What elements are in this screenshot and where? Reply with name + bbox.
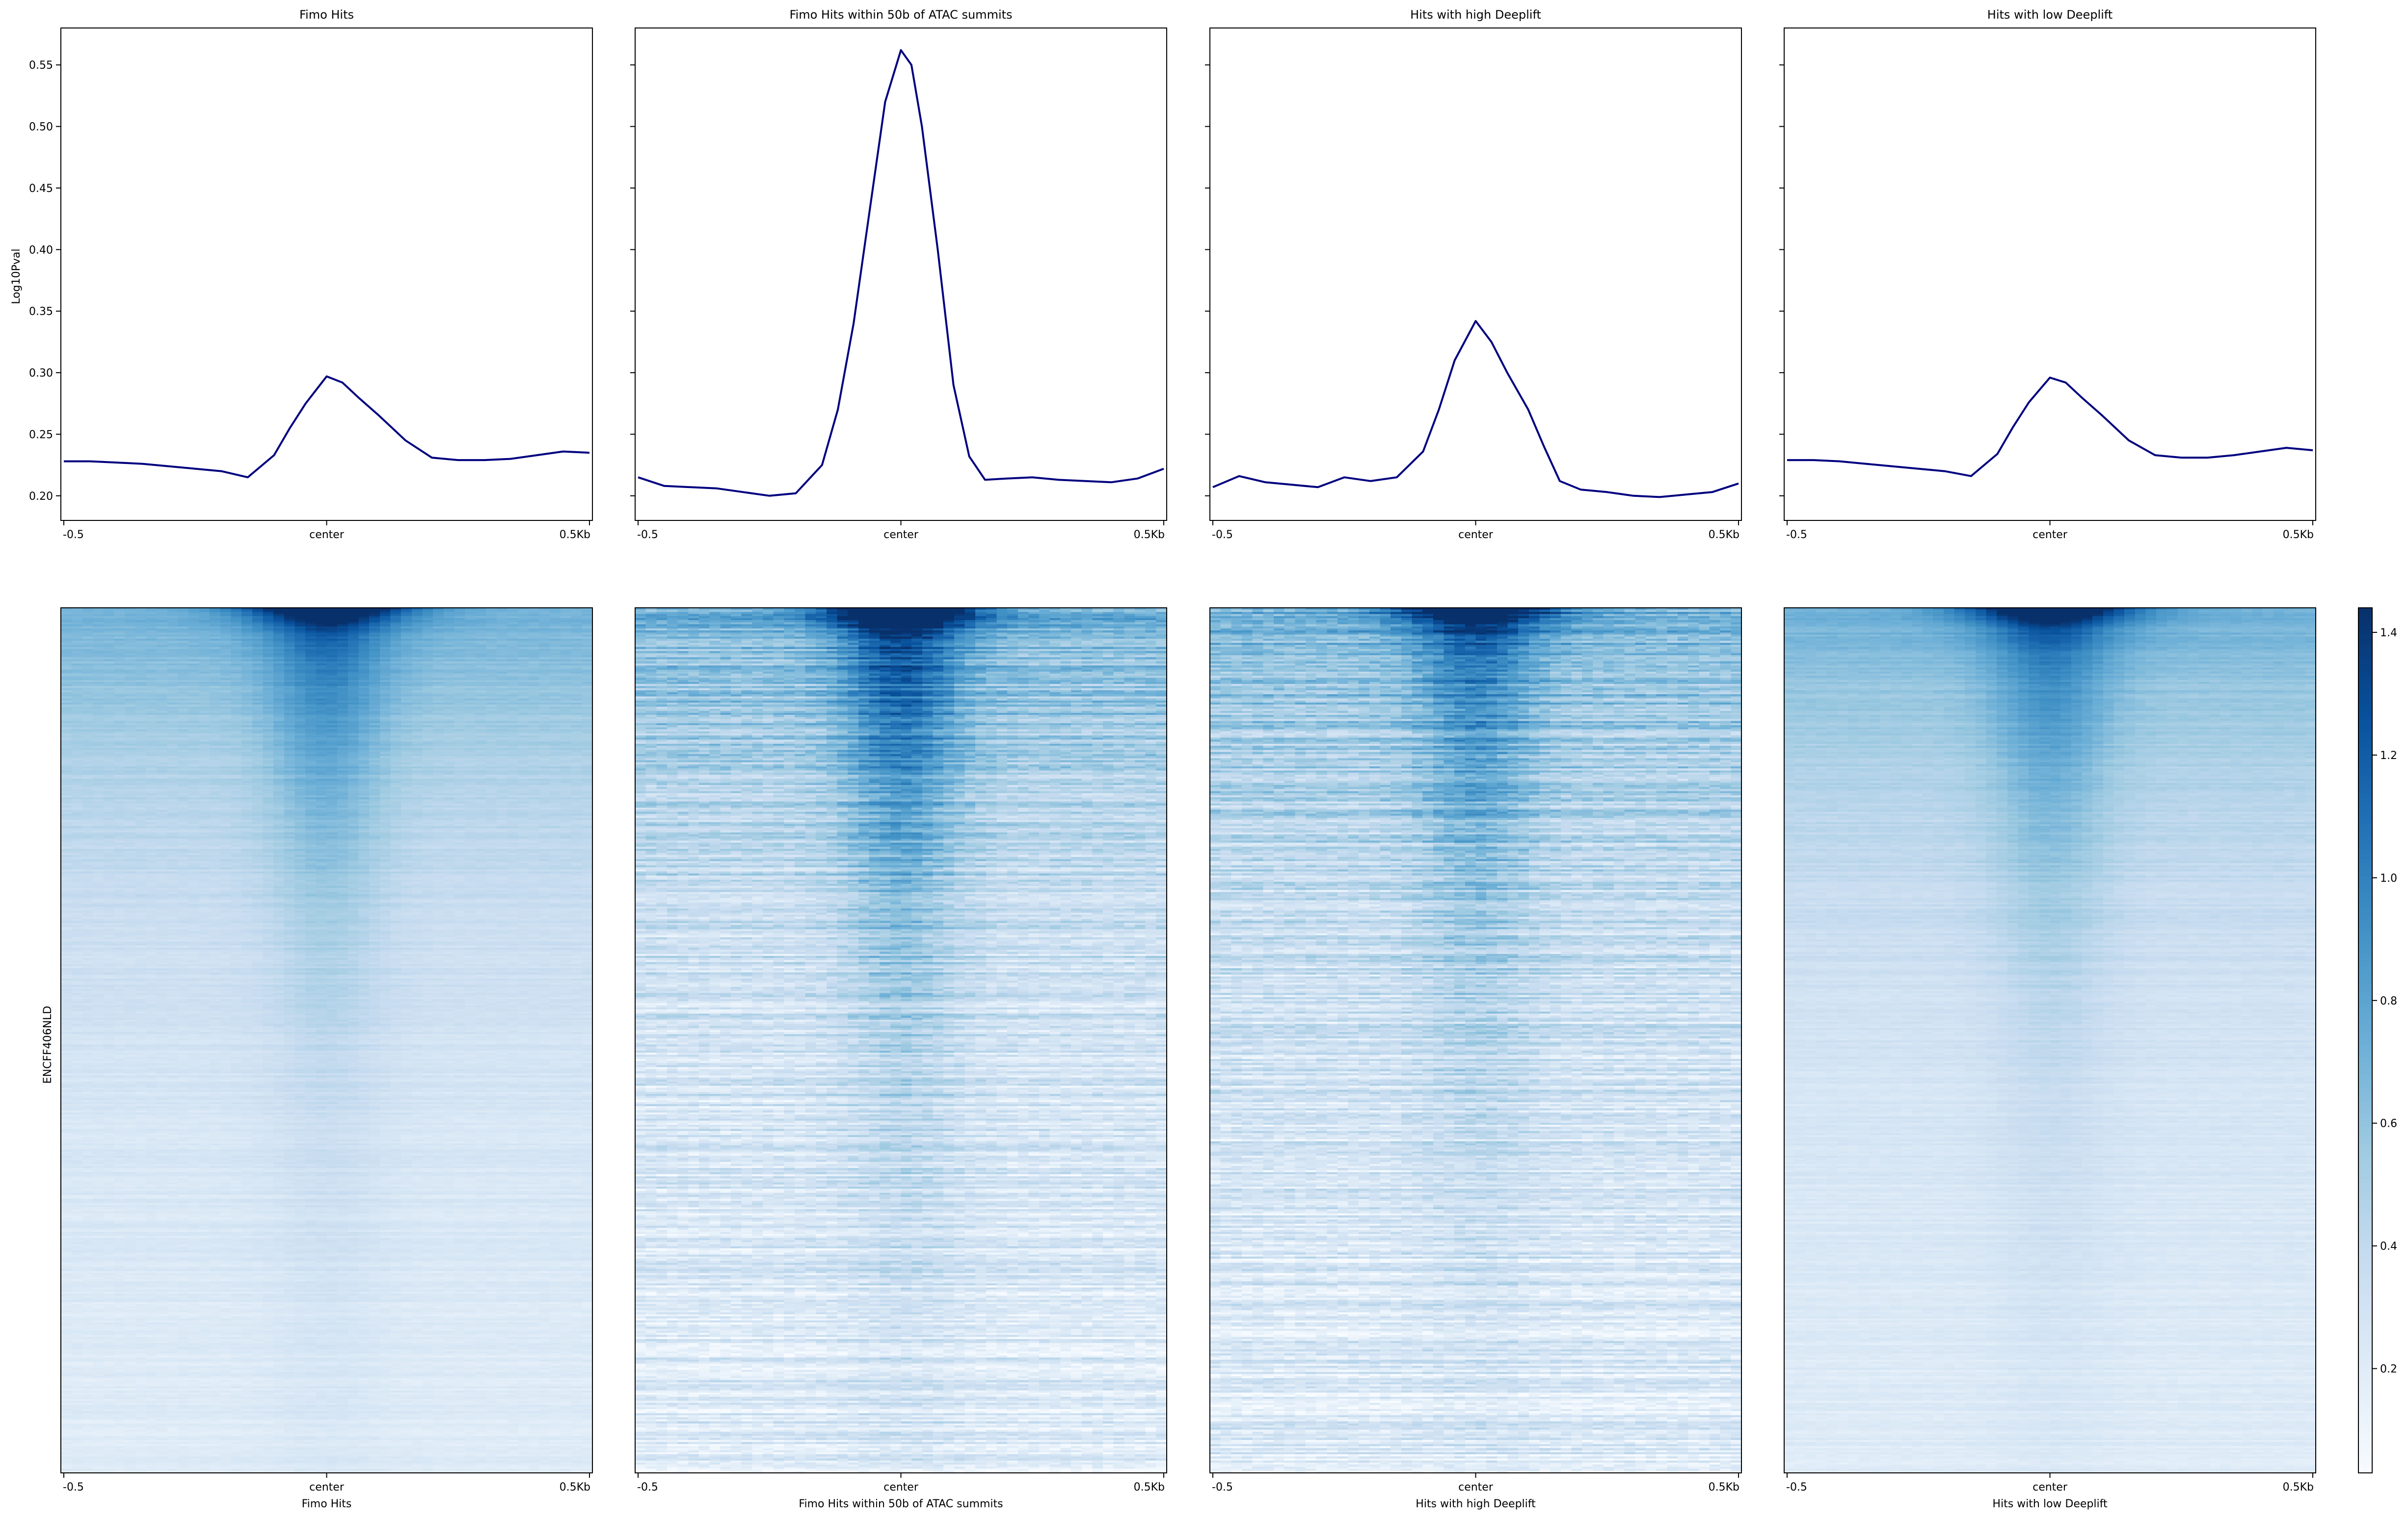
heatmap-panel-2: -0.5 center 0.5Kb Fimo Hits within 50b of A… bbox=[635, 608, 1167, 1510]
x-tick-label: 0.5Kb bbox=[1709, 1481, 1739, 1494]
heatmap-cells bbox=[1784, 608, 2316, 1473]
colorbar-tick-label: 0.8 bbox=[2380, 995, 2397, 1007]
colorbar-tick-label: 1.0 bbox=[2380, 872, 2397, 885]
x-tick-label: 0.5Kb bbox=[560, 529, 590, 541]
profile-line bbox=[1787, 378, 2313, 476]
y-tick-label: 0.35 bbox=[29, 306, 53, 318]
y-tick-label: 0.20 bbox=[29, 490, 53, 503]
heatmap-cells bbox=[1210, 608, 1742, 1473]
x-tick-label: center bbox=[883, 529, 919, 541]
colorbar-tick-label: 0.2 bbox=[2380, 1363, 2397, 1376]
y-tick-label: 0.30 bbox=[29, 367, 53, 380]
colorbar-tick-label: 1.2 bbox=[2380, 750, 2397, 762]
x-tick-label: -0.5 bbox=[1212, 1481, 1233, 1494]
heatmap-panels: -0.5 center 0.5Kb Fimo Hits -0.5 center 0.5Kb F… bbox=[61, 608, 2316, 1510]
colorbar-tick-label: 1.4 bbox=[2380, 627, 2397, 639]
x-tick-label: 0.5Kb bbox=[1134, 529, 1165, 541]
x-tick-label: center bbox=[309, 1481, 345, 1494]
heatmap-x-axis-label: Hits with low Deeplift bbox=[1992, 1498, 2108, 1510]
heatmap-cells bbox=[635, 608, 1167, 1473]
x-tick-label: center bbox=[2033, 529, 2068, 541]
profile-panel-2: Fimo Hits within 50b of ATAC summits -0.5… bbox=[630, 8, 1167, 541]
profile-frame bbox=[1784, 28, 2316, 520]
x-tick-label: center bbox=[309, 529, 345, 541]
x-tick-label: 0.5Kb bbox=[2283, 529, 2314, 541]
x-tick-label: 0.5Kb bbox=[2283, 1481, 2314, 1494]
x-tick-label: -0.5 bbox=[637, 1481, 658, 1494]
colorbar: 0.2 0.4 0.6 0.8 1.0 1.2 1.4 bbox=[2358, 608, 2397, 1473]
profile-title: Hits with low Deeplift bbox=[1987, 8, 2113, 22]
profile-y-axis-label: Log10Pval bbox=[10, 248, 23, 304]
x-tick-label: 0.5Kb bbox=[1709, 529, 1739, 541]
x-tick-label: 0.5Kb bbox=[560, 1481, 590, 1494]
colorbar-gradient bbox=[2358, 608, 2372, 1473]
x-tick-label: -0.5 bbox=[63, 1481, 84, 1494]
heatmap-y-axis-label: ENCFF406NLD bbox=[42, 1006, 54, 1084]
heatmap-panel-3: -0.5 center 0.5Kb Hits with high Deeplift bbox=[1210, 608, 1742, 1510]
profile-line bbox=[64, 377, 589, 478]
y-tick-label: 0.40 bbox=[29, 244, 53, 256]
x-tick-label: -0.5 bbox=[1212, 529, 1233, 541]
y-tick-label: 0.55 bbox=[29, 59, 53, 72]
profile-frame bbox=[61, 28, 592, 520]
x-tick-label: center bbox=[2033, 1481, 2068, 1494]
profile-panel-4: Hits with low Deeplift -0.5 center 0.5Kb bbox=[1779, 8, 2316, 541]
x-tick-label: center bbox=[1458, 529, 1494, 541]
profile-title: Hits with high Deeplift bbox=[1410, 8, 1541, 22]
colorbar-tick-label: 0.4 bbox=[2380, 1241, 2397, 1253]
y-tick-label: 0.25 bbox=[29, 429, 53, 441]
profile-title: Fimo Hits within 50b of ATAC summits bbox=[789, 8, 1012, 22]
profile-line bbox=[638, 50, 1164, 496]
heatmap-x-axis-label: Hits with high Deeplift bbox=[1416, 1498, 1536, 1510]
x-tick-label: -0.5 bbox=[63, 529, 84, 541]
colorbar-tick-label: 0.6 bbox=[2380, 1118, 2397, 1130]
heatmap-panel-4: -0.5 center 0.5Kb Hits with low Deeplift bbox=[1784, 608, 2316, 1510]
profile-line bbox=[1213, 321, 1739, 497]
heatmap-x-axis-label: Fimo Hits bbox=[302, 1498, 352, 1510]
x-tick-label: -0.5 bbox=[1786, 529, 1807, 541]
heatmap-x-axis-label: Fimo Hits within 50b of ATAC summits bbox=[799, 1498, 1003, 1510]
x-tick-label: -0.5 bbox=[637, 529, 658, 541]
x-tick-label: center bbox=[883, 1481, 919, 1494]
y-tick-label: 0.45 bbox=[29, 183, 53, 195]
profile-frame bbox=[635, 28, 1167, 520]
y-tick-label: 0.50 bbox=[29, 121, 53, 134]
profile-panels: Fimo Hits 0.20 0.25 0.30 0.35 0.40 0.45 0.50 0.5… bbox=[29, 8, 2316, 541]
profile-panel-3: Hits with high Deeplift -0.5 center 0.5Kb bbox=[1205, 8, 1741, 541]
profile-frame bbox=[1210, 28, 1741, 520]
profile-panel-1: Fimo Hits 0.20 0.25 0.30 0.35 0.40 0.45 0.50 0.5… bbox=[29, 8, 592, 541]
x-tick-label: center bbox=[1458, 1481, 1494, 1494]
profile-title: Fimo Hits bbox=[299, 8, 354, 22]
x-tick-label: -0.5 bbox=[1786, 1481, 1807, 1494]
heatmap-cells bbox=[61, 608, 593, 1473]
heatmap-panel-1: -0.5 center 0.5Kb Fimo Hits bbox=[61, 608, 593, 1510]
x-tick-label: 0.5Kb bbox=[1134, 1481, 1165, 1494]
